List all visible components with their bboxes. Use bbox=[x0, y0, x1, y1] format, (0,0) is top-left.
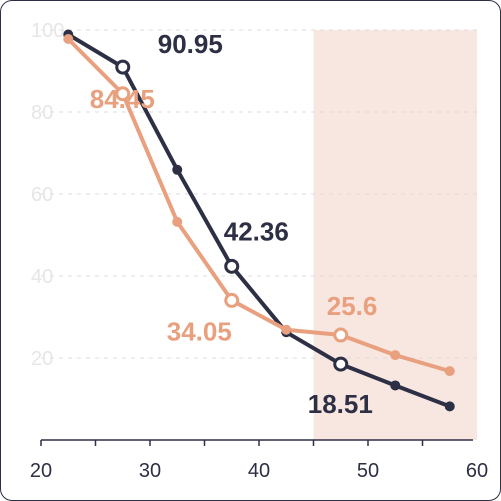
series-line-2 bbox=[66, 37, 452, 374]
y-tick-label: 20 bbox=[31, 348, 53, 370]
data-point bbox=[390, 380, 401, 391]
x-tick-label: 40 bbox=[248, 460, 270, 482]
data-point-hollow bbox=[224, 258, 240, 274]
x-tick-label: 30 bbox=[139, 460, 161, 482]
data-point bbox=[444, 366, 455, 377]
data-point-hollow bbox=[115, 86, 131, 102]
data-point bbox=[172, 164, 183, 175]
x-tick-label: 20 bbox=[30, 460, 52, 482]
data-label: 18.51 bbox=[308, 389, 373, 419]
y-tick-label: 100 bbox=[31, 20, 64, 42]
data-label: 42.36 bbox=[224, 216, 289, 246]
data-point-hollow bbox=[333, 327, 349, 343]
y-tick-label: 60 bbox=[31, 184, 53, 206]
highlight-band bbox=[313, 30, 477, 440]
data-point-hollow bbox=[115, 59, 131, 75]
data-point bbox=[281, 324, 292, 335]
data-point bbox=[444, 401, 455, 412]
x-tick-label: 50 bbox=[357, 460, 379, 482]
data-label: 84.45 bbox=[90, 84, 155, 114]
data-label: 34.05 bbox=[167, 316, 232, 346]
data-point bbox=[390, 350, 401, 361]
data-label: 90.95 bbox=[158, 29, 223, 59]
data-point bbox=[63, 34, 74, 45]
data-point-hollow bbox=[333, 356, 349, 372]
y-tick-label: 80 bbox=[31, 102, 53, 124]
series-line-1 bbox=[66, 32, 452, 409]
data-point-hollow bbox=[224, 292, 240, 308]
x-tick-label: 60 bbox=[466, 460, 488, 482]
data-label: 25.6 bbox=[327, 291, 378, 321]
y-tick-label: 40 bbox=[31, 266, 53, 288]
data-point bbox=[172, 216, 183, 227]
